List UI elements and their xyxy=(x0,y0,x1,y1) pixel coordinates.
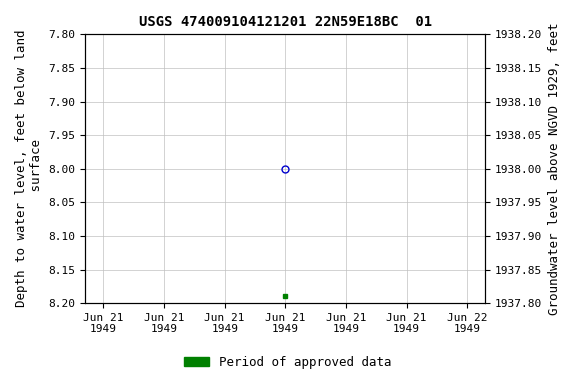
Y-axis label: Groundwater level above NGVD 1929, feet: Groundwater level above NGVD 1929, feet xyxy=(548,23,561,315)
Title: USGS 474009104121201 22N59E18BC  01: USGS 474009104121201 22N59E18BC 01 xyxy=(139,15,432,29)
Y-axis label: Depth to water level, feet below land
 surface: Depth to water level, feet below land su… xyxy=(15,30,43,308)
Legend: Period of approved data: Period of approved data xyxy=(179,351,397,374)
